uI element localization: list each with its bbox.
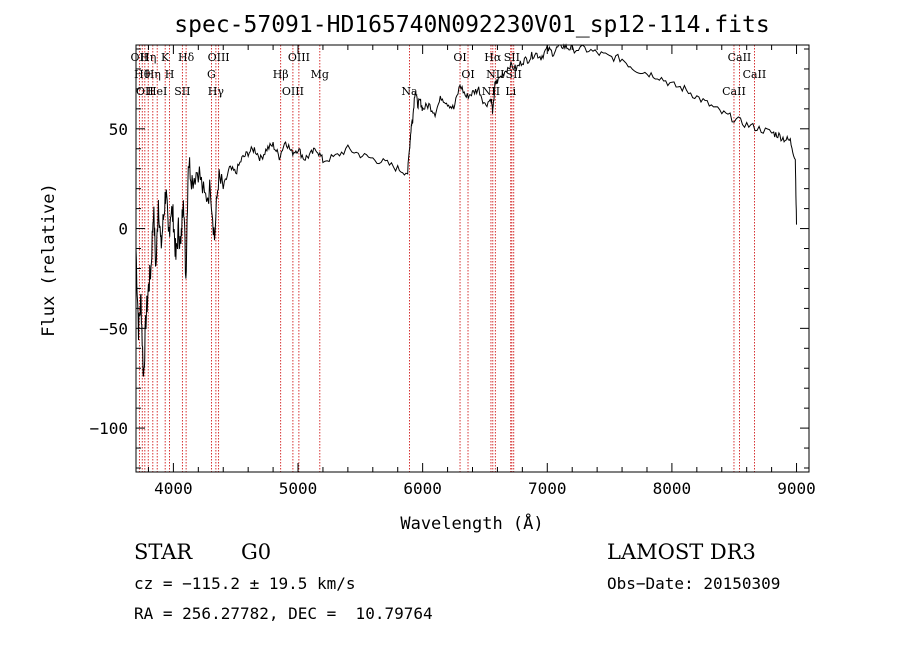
- line-label: HeI: [147, 85, 167, 98]
- line-label: Hβ: [273, 68, 289, 81]
- object-class: STAR: [134, 540, 193, 564]
- y-tick-label: −50: [99, 319, 128, 338]
- line-label: Hδ: [178, 51, 195, 64]
- line-label: Hα: [484, 51, 502, 64]
- line-label: NII: [482, 85, 500, 98]
- line-label: SII: [174, 85, 190, 98]
- line-label: G: [207, 68, 216, 81]
- line-label: CaII: [722, 85, 746, 98]
- line-label: Mg: [311, 68, 329, 81]
- line-label: Hη: [145, 68, 161, 81]
- y-axis-label: Flux (relative): [39, 183, 59, 337]
- line-label: K: [161, 51, 170, 64]
- plot-frame: [135, 44, 810, 473]
- x-tick-label: 9000: [777, 479, 816, 498]
- x-tick-label: 5000: [279, 479, 318, 498]
- line-label: CaII: [743, 68, 767, 81]
- survey-name: LAMOST DR3: [607, 540, 756, 564]
- y-tick-label: 50: [109, 120, 128, 139]
- emission-line-markers: [138, 45, 755, 472]
- line-label: Na: [401, 85, 418, 98]
- line-label: OIII: [282, 85, 304, 98]
- line-label: OII: [131, 51, 149, 64]
- axis-ticks: 4000 5000 6000 7000 8000 9000 −100 −50 0 50: [89, 45, 816, 498]
- line-label: Hγ: [208, 85, 225, 98]
- line-label: Hη: [140, 51, 156, 64]
- line-label: OIII: [288, 51, 310, 64]
- line-label: CaII: [728, 51, 752, 64]
- x-axis-label: Wavelength (Å): [400, 512, 543, 534]
- line-label: OI: [461, 68, 474, 81]
- x-tick-label: 4000: [154, 479, 193, 498]
- line-label: OI: [453, 51, 466, 64]
- chart-title: spec-57091-HD165740N092230V01_sp12-114.f…: [174, 12, 769, 38]
- redshift-velocity: cz = −115.2 ± 19.5 km/s: [134, 574, 356, 593]
- x-tick-label: 7000: [528, 479, 567, 498]
- emission-line-labels: OIIHθOIIHηHηHeIKHSIIHδGHγOIIIHβOIIIOIIIM…: [131, 51, 767, 98]
- y-tick-label: 0: [118, 220, 128, 239]
- line-label: OIII: [208, 51, 230, 64]
- object-subclass: G0: [241, 540, 272, 564]
- x-tick-label: 6000: [403, 479, 442, 498]
- observation-date: Obs−Date: 20150309: [607, 574, 781, 593]
- line-label: Hθ: [134, 68, 151, 81]
- line-label: SII: [504, 51, 520, 64]
- line-label: Li: [505, 85, 516, 98]
- line-label: SII: [506, 68, 522, 81]
- line-label: H: [165, 68, 175, 81]
- line-label: OII: [136, 85, 154, 98]
- spectrum-line: [135, 43, 797, 377]
- spectrum-series: [135, 43, 797, 377]
- x-tick-label: 8000: [653, 479, 692, 498]
- coordinates: RA = 256.27782, DEC = 10.79764: [134, 604, 433, 623]
- y-tick-label: −100: [89, 419, 128, 438]
